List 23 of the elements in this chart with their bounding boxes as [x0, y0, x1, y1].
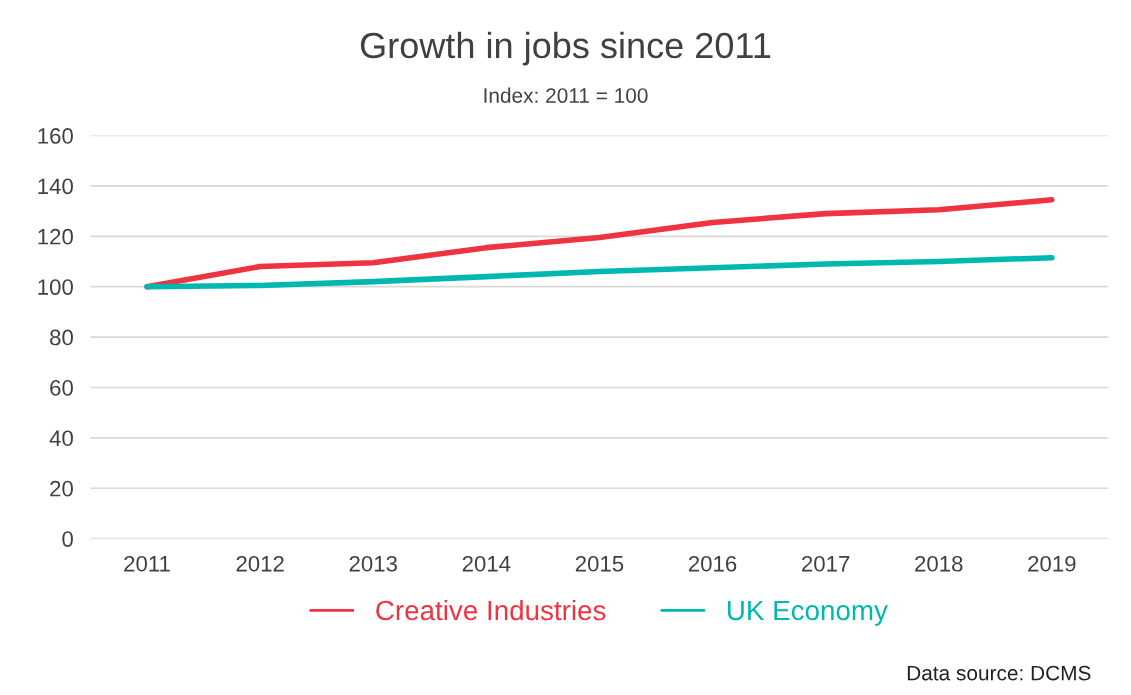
legend-label: UK Economy: [727, 600, 888, 626]
x-tick-label: 2017: [802, 555, 850, 572]
y-tick-label: 140: [38, 178, 73, 195]
x-tick-label: 2012: [236, 555, 284, 572]
x-tick-label: 2013: [349, 555, 397, 572]
y-tick-label: 100: [38, 279, 73, 295]
y-tick-label: 20: [50, 480, 73, 497]
x-tick-label: 2015: [575, 555, 624, 572]
y-tick-label: 60: [50, 380, 73, 396]
y-tick-label: 160: [38, 128, 73, 144]
chart-subtitle: Index: 2011 = 100: [484, 87, 648, 103]
y-tick-label: 0: [62, 531, 73, 547]
source-note: Data source: DCMS: [907, 665, 1091, 681]
x-tick-label: 2011: [124, 555, 170, 572]
y-tick-label: 120: [38, 228, 73, 245]
x-tick-label: 2018: [915, 555, 963, 572]
x-tick-label: 2016: [688, 555, 737, 572]
y-tick-label: 80: [50, 329, 73, 346]
chart-title: Growth in jobs since 2011: [360, 31, 771, 66]
y-tick-label: 40: [49, 430, 73, 447]
x-tick-label: 2014: [462, 555, 511, 572]
legend-label: Creative Industries: [376, 599, 606, 621]
x-tick-label: 2019: [1028, 555, 1076, 572]
